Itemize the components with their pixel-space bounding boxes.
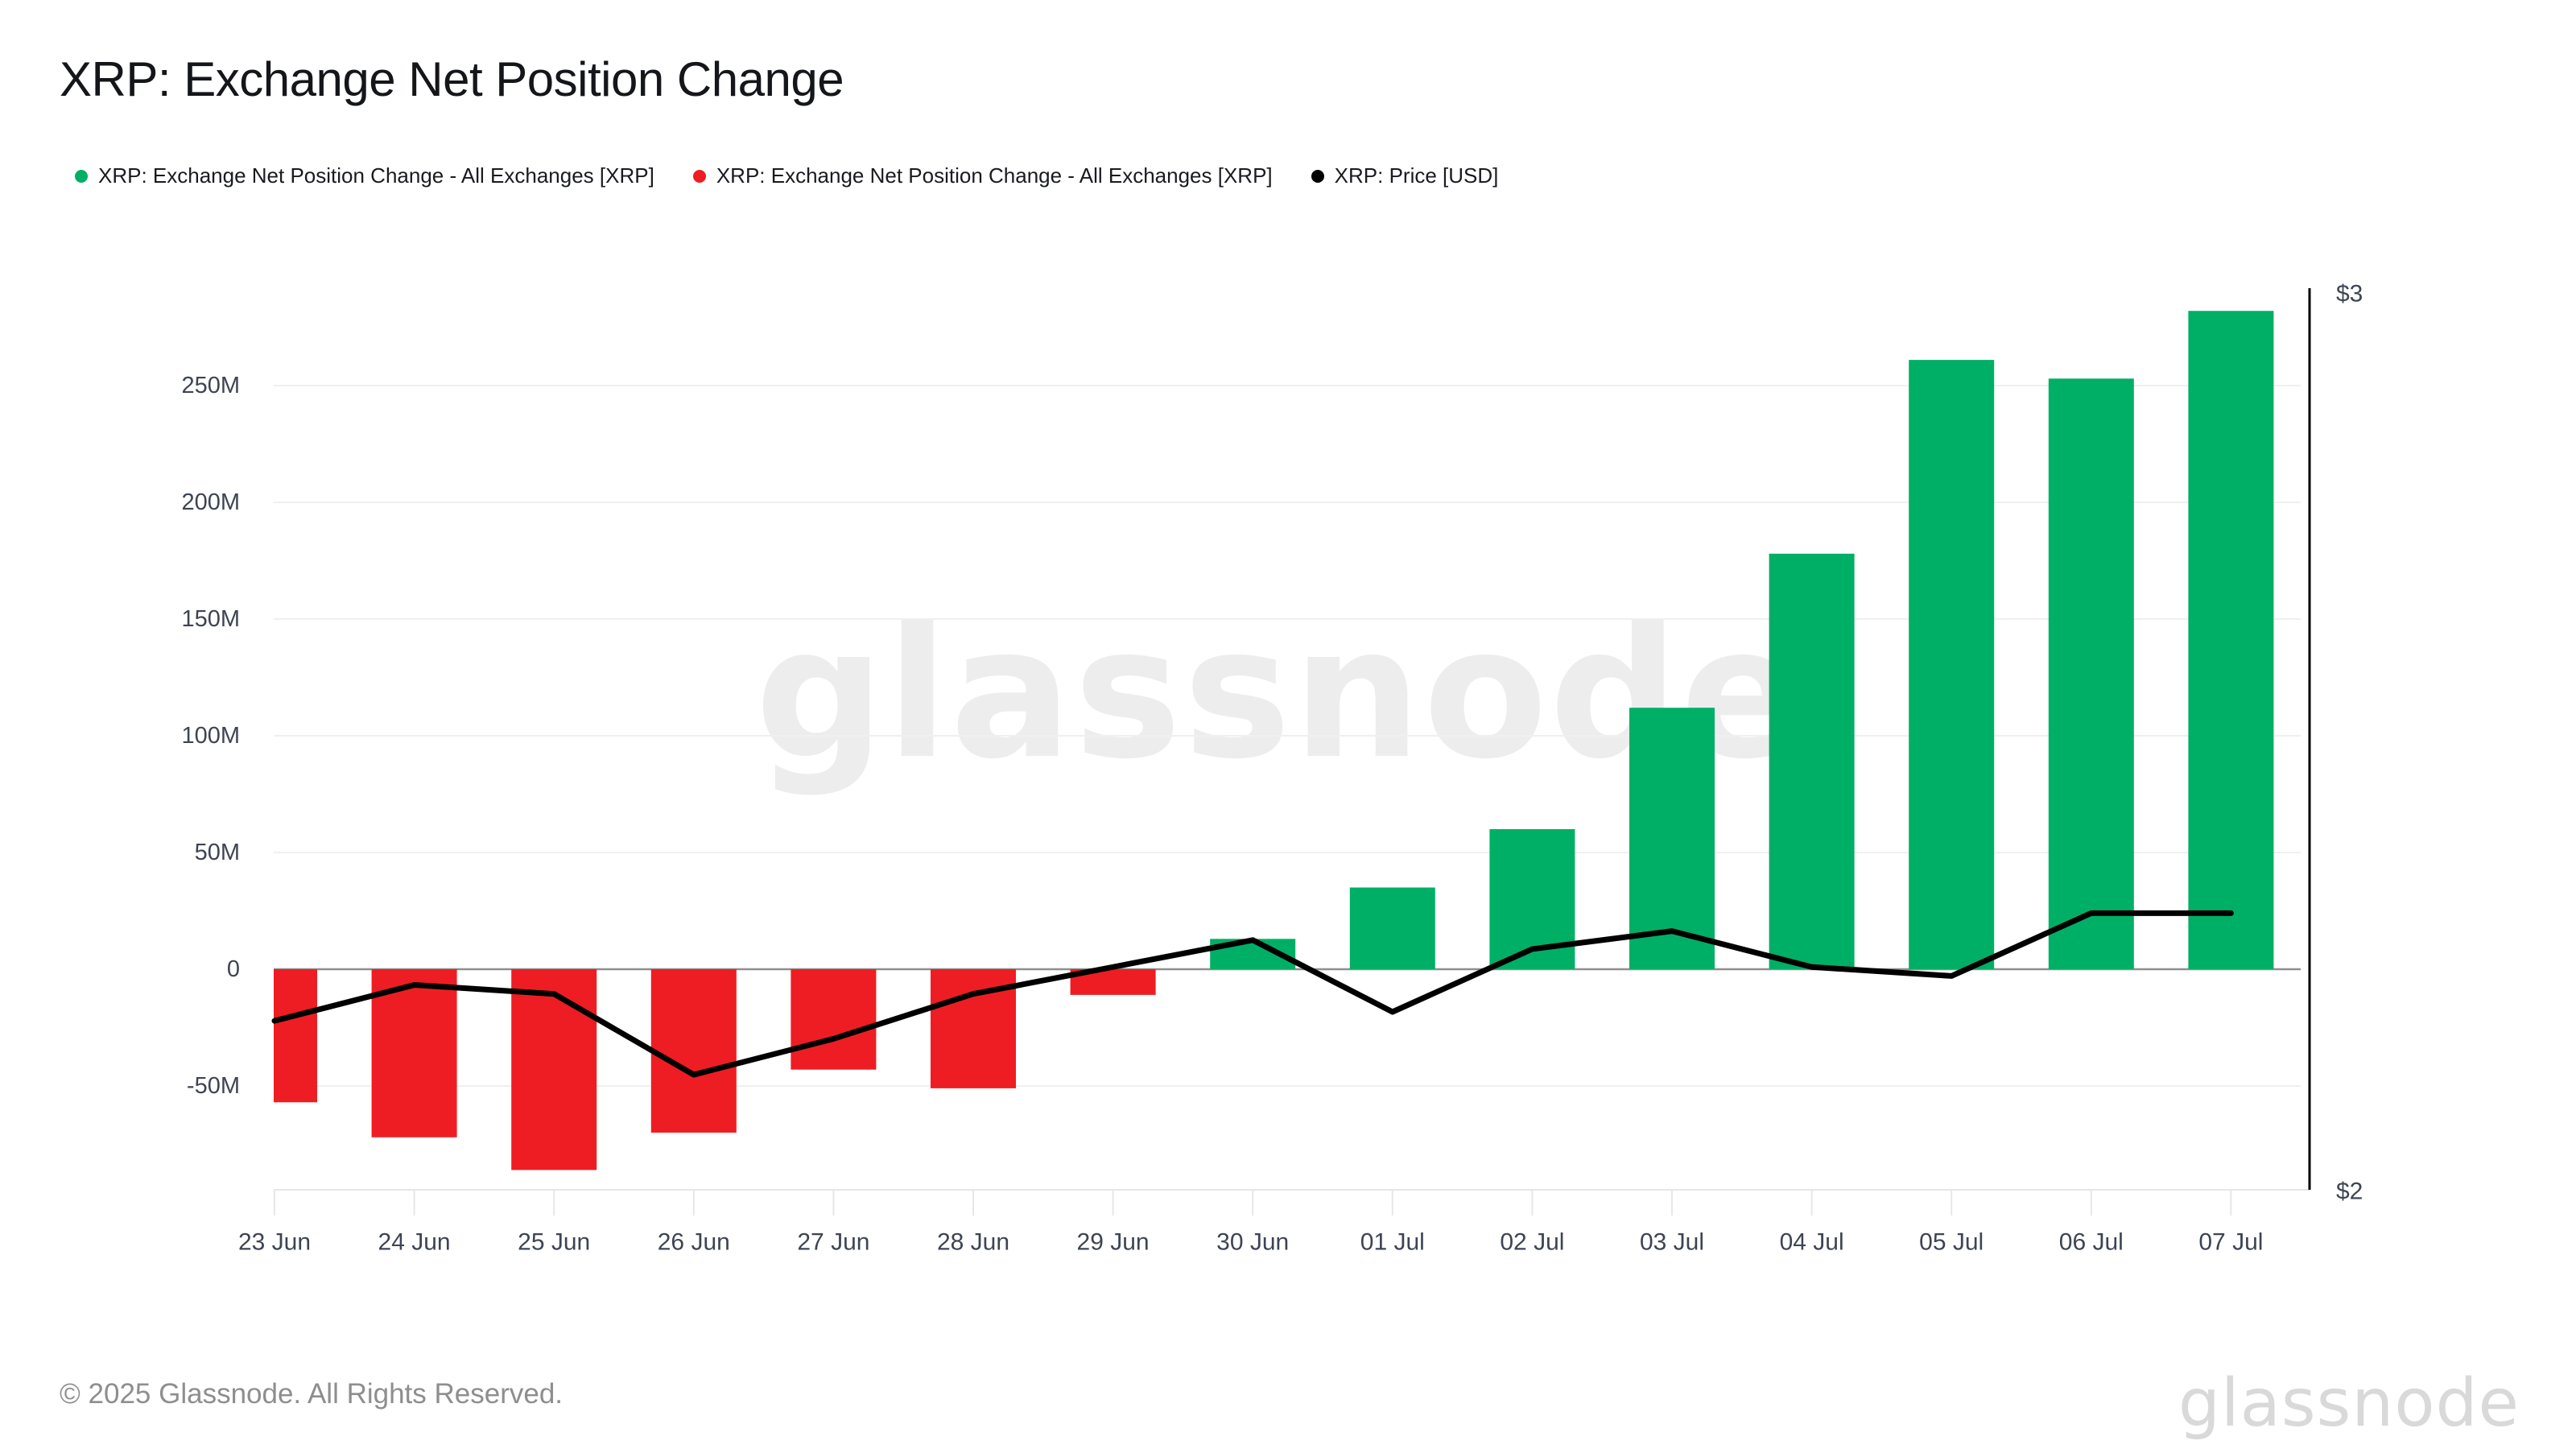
right-axis-label--3: $3 — [2336, 281, 2363, 308]
x-axis-label-27-jun: 27 Jun — [797, 1229, 869, 1256]
chart-title: XRP: Exchange Net Position Change — [60, 52, 844, 106]
legend-dot-icon — [1311, 169, 1324, 183]
y-axis-label-0: 0 — [227, 956, 240, 982]
bar-03-jul — [1629, 708, 1715, 969]
x-axis-label-07-jul: 07 Jul — [2198, 1229, 2263, 1256]
bar-06-jul — [2048, 378, 2134, 969]
legend-dot-icon — [692, 169, 706, 183]
legend-item-label: XRP: Exchange Net Position Change - All … — [716, 163, 1273, 188]
x-axis-label-30-jun: 30 Jun — [1216, 1229, 1289, 1256]
legend-item-1[interactable]: XRP: Exchange Net Position Change - All … — [692, 163, 1273, 188]
bar-24-jun — [371, 969, 457, 1137]
right-axis-label--2: $2 — [2336, 1179, 2363, 1205]
x-axis-label-05-jul: 05 Jul — [1919, 1229, 1984, 1256]
bar-23-jun — [274, 969, 317, 1103]
x-axis-label-28-jun: 28 Jun — [937, 1229, 1009, 1256]
net-position-bars — [274, 311, 2274, 1170]
bar-04-jul — [1769, 553, 1855, 969]
bar-05-jul — [1909, 360, 1995, 970]
x-axis-label-25-jun: 25 Jun — [518, 1229, 590, 1256]
x-axis-label-04-jul: 04 Jul — [1780, 1229, 1844, 1256]
bar-26-jun — [650, 969, 737, 1133]
x-axis-label-24-jun: 24 Jun — [378, 1229, 451, 1256]
bar-07-jul — [2188, 311, 2274, 969]
bar-25-jun — [511, 969, 597, 1170]
x-axis-label-01-jul: 01 Jul — [1360, 1229, 1425, 1256]
y-axis-label-150m: 150M — [181, 606, 240, 632]
glassnode-logo: glassnode — [2178, 1365, 2520, 1442]
x-axis-label-03-jul: 03 Jul — [1640, 1229, 1704, 1256]
legend-dot-icon — [75, 169, 88, 183]
x-axis-label-29-jun: 29 Jun — [1077, 1229, 1150, 1256]
y-axis-label-250m: 250M — [181, 373, 240, 398]
x-axis-label-23-jun: 23 Jun — [238, 1229, 311, 1256]
legend-item-label: XRP: Exchange Net Position Change - All … — [98, 163, 654, 188]
y-axis-label-50m: 50M — [195, 840, 240, 865]
legend-item-label: XRP: Price [USD] — [1334, 163, 1499, 188]
copyright-text: © 2025 Glassnode. All Rights Reserved. — [60, 1378, 564, 1410]
chart-legend: XRP: Exchange Net Position Change - All … — [75, 163, 1498, 188]
legend-item-0[interactable]: XRP: Exchange Net Position Change - All … — [75, 163, 654, 188]
price-line — [271, 910, 2234, 1078]
y-axis-label--50m: -50M — [187, 1073, 240, 1099]
bar-27-jun — [791, 969, 877, 1070]
watermark-text: glassnode — [755, 588, 1805, 799]
bar-01-jul — [1349, 887, 1435, 969]
x-axis-label-26-jun: 26 Jun — [658, 1229, 730, 1256]
y-axis-label-100m: 100M — [181, 723, 240, 749]
legend-item-2[interactable]: XRP: Price [USD] — [1311, 163, 1499, 188]
x-axis-label-02-jul: 02 Jul — [1500, 1229, 1564, 1256]
y-axis-label-200m: 200M — [181, 489, 240, 515]
x-axis-label-06-jul: 06 Jul — [2059, 1229, 2124, 1256]
